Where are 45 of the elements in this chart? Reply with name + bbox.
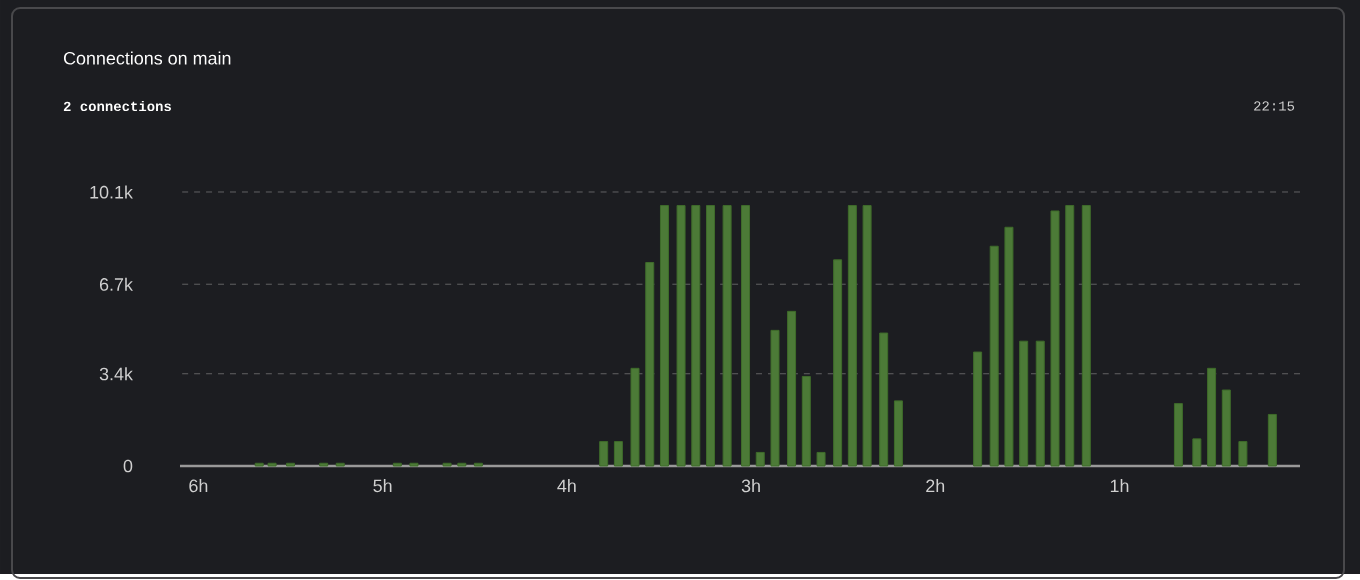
- bar: [1081, 205, 1091, 467]
- y-tick-label: 3.4k: [99, 367, 133, 381]
- bar: [879, 333, 889, 467]
- bar: [659, 205, 669, 467]
- bar: [973, 352, 983, 467]
- bar: [1019, 341, 1029, 467]
- bar: [1035, 341, 1045, 467]
- bar: [1207, 368, 1217, 467]
- bar: [1004, 227, 1014, 467]
- x-tick-label: 2h: [926, 479, 945, 493]
- chart-title: Connections on main: [63, 51, 231, 66]
- bar: [630, 368, 640, 467]
- bar: [599, 441, 609, 467]
- bar: [833, 259, 843, 467]
- bar: [1173, 403, 1183, 467]
- bar: [787, 311, 797, 467]
- x-tick-label: 5h: [373, 479, 392, 493]
- bar: [801, 376, 811, 467]
- bar: [770, 330, 780, 467]
- bar: [755, 452, 765, 467]
- bar: [1267, 414, 1277, 467]
- bar: [645, 262, 655, 467]
- bar: [1221, 390, 1231, 467]
- y-tick-label: 10.1k: [90, 185, 133, 200]
- bar: [741, 205, 751, 467]
- bar: [613, 441, 623, 467]
- bar: [691, 205, 701, 467]
- bar: [1050, 210, 1060, 467]
- bar: [893, 400, 903, 467]
- bar: [816, 452, 826, 467]
- bar: [1192, 438, 1202, 467]
- bar: [1238, 441, 1248, 467]
- bar: [706, 205, 716, 467]
- bar: [989, 246, 999, 467]
- bar: [847, 205, 857, 467]
- x-tick-label: 3h: [741, 479, 760, 493]
- x-tick-label: 4h: [557, 479, 576, 493]
- x-tick-label: 6h: [189, 479, 208, 493]
- y-tick-label: 0: [123, 460, 133, 473]
- bar: [862, 205, 872, 467]
- y-tick-label: 6.7k: [99, 278, 133, 292]
- bar: [1065, 205, 1075, 467]
- bar: [676, 205, 686, 467]
- bar: [722, 205, 732, 467]
- x-tick-label: 1h: [1110, 479, 1129, 493]
